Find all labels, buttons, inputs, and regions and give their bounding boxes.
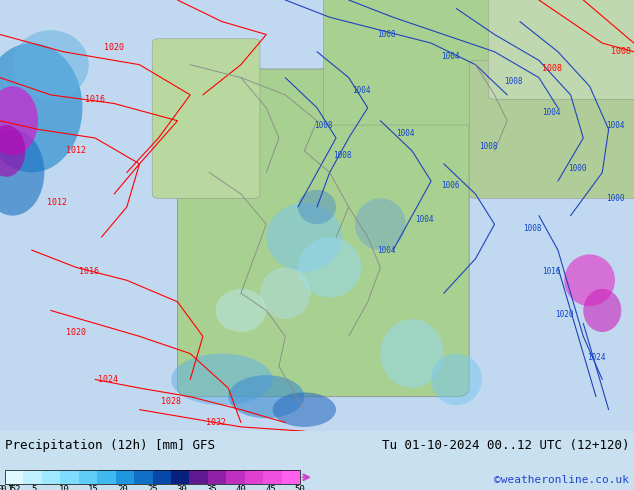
FancyBboxPatch shape (488, 0, 634, 99)
Text: 1008: 1008 (333, 151, 352, 160)
Ellipse shape (0, 129, 44, 216)
Text: 20: 20 (118, 485, 128, 490)
Ellipse shape (0, 43, 82, 172)
Text: 1: 1 (8, 485, 13, 490)
Text: 1004: 1004 (415, 216, 434, 224)
Text: ©weatheronline.co.uk: ©weatheronline.co.uk (494, 475, 629, 485)
Text: 1016: 1016 (85, 95, 105, 104)
FancyBboxPatch shape (178, 69, 469, 397)
Text: 1020: 1020 (555, 310, 574, 319)
Bar (97, 470, 115, 484)
Text: 1024: 1024 (586, 353, 605, 363)
Bar (281, 470, 300, 484)
Text: 0.5: 0.5 (0, 485, 16, 490)
FancyBboxPatch shape (152, 39, 260, 198)
Text: 1008: 1008 (611, 47, 631, 56)
Text: 1000: 1000 (567, 164, 586, 172)
Text: 2: 2 (14, 485, 20, 490)
Bar (190, 470, 208, 484)
Text: 1008: 1008 (314, 121, 333, 129)
Text: 0.1: 0.1 (0, 485, 14, 490)
Text: 30: 30 (177, 485, 188, 490)
Ellipse shape (13, 30, 89, 99)
Text: 1016: 1016 (542, 267, 561, 276)
Text: 25: 25 (147, 485, 158, 490)
Text: 1004: 1004 (396, 129, 415, 138)
Ellipse shape (583, 289, 621, 332)
Bar (5, 470, 300, 484)
Bar (263, 470, 281, 484)
Text: 45: 45 (265, 485, 276, 490)
Ellipse shape (564, 254, 615, 306)
Ellipse shape (298, 237, 361, 297)
Text: 1006: 1006 (441, 181, 460, 190)
Bar (208, 470, 226, 484)
FancyBboxPatch shape (0, 0, 634, 431)
Text: 1020: 1020 (66, 327, 86, 337)
Ellipse shape (171, 354, 273, 405)
Bar (153, 470, 171, 484)
Bar (60, 470, 79, 484)
Text: 1024: 1024 (98, 375, 118, 384)
Bar (134, 470, 153, 484)
Ellipse shape (266, 203, 342, 271)
Bar (226, 470, 245, 484)
Bar (171, 470, 190, 484)
Text: 1012: 1012 (66, 147, 86, 155)
Bar (245, 470, 263, 484)
Text: 1016: 1016 (79, 267, 99, 276)
Ellipse shape (0, 86, 38, 155)
FancyBboxPatch shape (469, 60, 634, 198)
Text: 1004: 1004 (352, 86, 371, 95)
Text: 50: 50 (295, 485, 306, 490)
Ellipse shape (216, 289, 266, 332)
Ellipse shape (228, 375, 304, 418)
Bar (115, 470, 134, 484)
Bar (79, 470, 97, 484)
Text: 1004: 1004 (441, 51, 460, 61)
Text: 1020: 1020 (104, 43, 124, 52)
Bar (5, 470, 23, 484)
Ellipse shape (260, 268, 311, 319)
Bar (23, 470, 42, 484)
Text: 1032: 1032 (205, 418, 226, 427)
Text: 1004: 1004 (605, 121, 624, 129)
Text: 1000: 1000 (605, 194, 624, 203)
Ellipse shape (0, 125, 25, 177)
Text: 1008: 1008 (504, 77, 523, 86)
Text: 35: 35 (206, 485, 217, 490)
Text: 1008: 1008 (541, 65, 562, 74)
Text: Precipitation (12h) [mm] GFS: Precipitation (12h) [mm] GFS (5, 439, 215, 452)
Text: 15: 15 (88, 485, 99, 490)
Text: 40: 40 (236, 485, 247, 490)
Text: 1028: 1028 (161, 396, 181, 406)
Text: 10: 10 (58, 485, 69, 490)
Text: 1008: 1008 (479, 142, 498, 151)
Text: 1004: 1004 (542, 108, 561, 117)
Text: 1008: 1008 (377, 30, 396, 39)
Bar (42, 470, 60, 484)
FancyBboxPatch shape (323, 0, 495, 125)
Text: Tu 01-10-2024 00..12 UTC (12+120): Tu 01-10-2024 00..12 UTC (12+120) (382, 439, 629, 452)
Text: 1004: 1004 (377, 245, 396, 255)
Text: 1008: 1008 (523, 224, 542, 233)
Ellipse shape (355, 198, 406, 250)
Ellipse shape (273, 392, 336, 427)
Ellipse shape (380, 319, 444, 388)
Ellipse shape (431, 354, 482, 405)
Text: 5: 5 (32, 485, 37, 490)
Text: 1012: 1012 (47, 198, 67, 207)
Ellipse shape (298, 190, 336, 224)
